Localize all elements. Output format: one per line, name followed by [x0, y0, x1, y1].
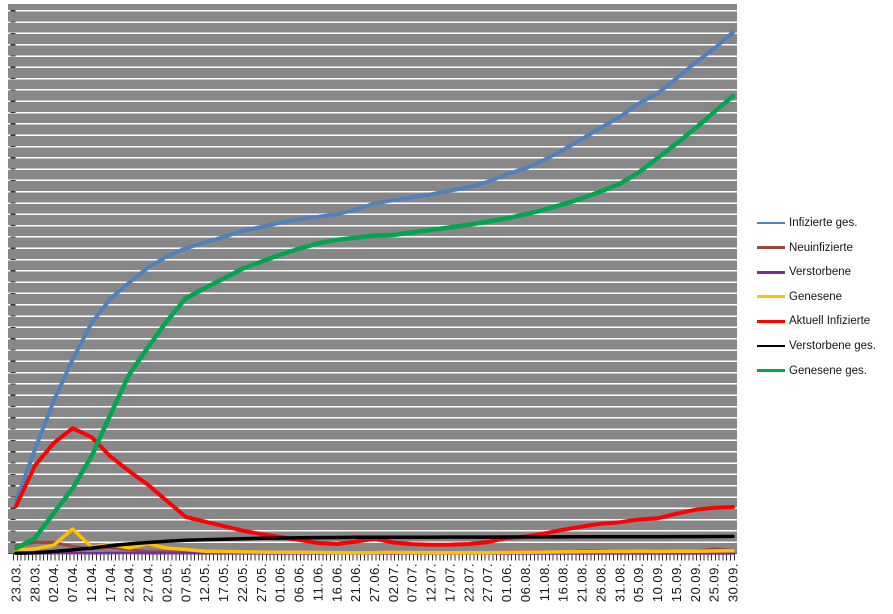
legend-item-genesene[interactable]: Genesene [757, 291, 893, 303]
x-axis-label: 07.07. [405, 563, 420, 602]
x-axis-label: 07.05. [178, 563, 193, 602]
series-line-verstorbene-ges [14, 534, 735, 556]
x-axis-label: 21.08. [575, 563, 590, 602]
x-axis-label: 12.07. [424, 563, 439, 602]
series-line-infizierte-ges [14, 30, 735, 503]
legend-swatch-verstorbene-ges [757, 344, 785, 348]
x-axis-label: 15.09. [669, 563, 684, 602]
x-axis-label: 11.08. [537, 563, 552, 601]
x-axis-label: 07.04. [65, 563, 80, 602]
legend-label: Neuinfizierte [789, 241, 853, 254]
x-axis-label: 23.03. [9, 563, 24, 602]
legend-item-verstorbene[interactable]: Verstorbene [757, 266, 893, 278]
series-line-genesene-ges [13, 93, 736, 551]
legend-label: Infizierte ges. [789, 217, 858, 229]
x-axis-label: 11.06. [310, 563, 325, 601]
x-axis-label: 17.05. [216, 563, 231, 602]
x-axis-label: 02.04. [46, 563, 61, 602]
x-axis-label: 06.08. [518, 563, 533, 602]
legend-swatch-neuinfizierte [757, 246, 785, 249]
legend-label: Verstorbene ges. [789, 339, 876, 352]
legend-item-infizierte-ges[interactable]: Infizierte ges. [757, 217, 893, 229]
x-axis-label: 28.03. [27, 563, 42, 602]
x-axis-label: 16.06. [329, 563, 344, 602]
x-axis-label: 25.09. [707, 563, 722, 602]
x-axis-label: 10.09. [650, 563, 665, 602]
legend-swatch-infizierte-ges [757, 221, 785, 225]
legend-label: Genesene [789, 290, 843, 303]
legend-swatch-genesene [757, 295, 785, 299]
x-axis-label: 17.07. [443, 563, 458, 602]
legend-label: Aktuell Infizierte [789, 315, 871, 328]
legend-swatch-verstorbene [757, 270, 785, 274]
x-axis-label: 06.06. [292, 563, 307, 602]
legend-item-aktuell-infizierte[interactable]: Aktuell Infizierte [757, 315, 893, 327]
legend-label: Verstorbene [789, 266, 852, 279]
legend-item-genesene-ges[interactable]: Genesene ges. [757, 365, 893, 377]
x-axis-label: 01.06. [499, 563, 514, 602]
legend-swatch-aktuell-infizierte [757, 319, 785, 323]
x-axis-label: 27.06. [367, 563, 382, 602]
x-axis-label: 27.05. [254, 563, 269, 602]
x-axis-label: 27.07. [480, 563, 495, 602]
chart-legend: Infizierte ges. Neuinfizierte Verstorben… [757, 217, 893, 389]
legend-swatch-genesene-ges [757, 369, 785, 372]
x-axis-label: 31.08. [612, 563, 627, 602]
x-axis-label: 12.04. [84, 563, 99, 602]
x-axis-label: 05.09. [631, 563, 646, 602]
legend-item-neuinfizierte[interactable]: Neuinfizierte [757, 242, 893, 254]
x-axis-label: 16.08. [556, 563, 571, 602]
x-axis-label: 22.07. [461, 563, 476, 602]
x-axis-label: 02.07. [386, 563, 401, 602]
x-axis-label: 27.04. [141, 563, 156, 602]
legend-item-verstorbene-ges[interactable]: Verstorbene ges. [757, 340, 893, 352]
x-axis-label: 02.05. [159, 563, 174, 602]
series-line-genesene [14, 527, 735, 555]
x-axis-label: 30.09. [726, 563, 741, 602]
x-axis-label: 21.06. [348, 563, 363, 602]
legend-label: Genesene ges. [789, 364, 868, 377]
x-axis-label: 20.09. [688, 563, 703, 602]
x-axis-label: 22.04. [122, 563, 137, 602]
x-axis-label: 17.04. [103, 563, 118, 602]
plot-area [8, 4, 737, 554]
x-axis-label: 22.05. [235, 563, 250, 602]
x-axis-label: 12.05. [197, 563, 212, 602]
x-axis-label: 26.08. [593, 563, 608, 602]
x-axis-label: 01.06. [273, 563, 288, 602]
